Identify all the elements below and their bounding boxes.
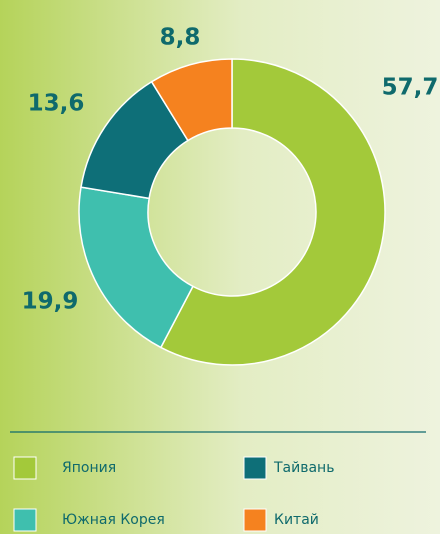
legend-swatch [243,456,267,480]
value-label: 13,6 [28,91,85,117]
donut-slice [150,58,233,142]
donut-slice [78,186,194,349]
value-label: 57,7 [382,75,439,101]
legend-label: Южная Корея [62,512,165,528]
donut-slice [159,58,386,366]
legend-label: Китай [274,512,319,528]
value-label: 19,9 [22,289,79,315]
legend-label: Тайвань [273,460,334,476]
legend-swatch [13,508,37,532]
value-label: 8,8 [160,25,201,51]
legend-label: Япония [62,460,116,476]
legend-swatch [13,456,37,480]
legend-swatch [243,508,267,532]
